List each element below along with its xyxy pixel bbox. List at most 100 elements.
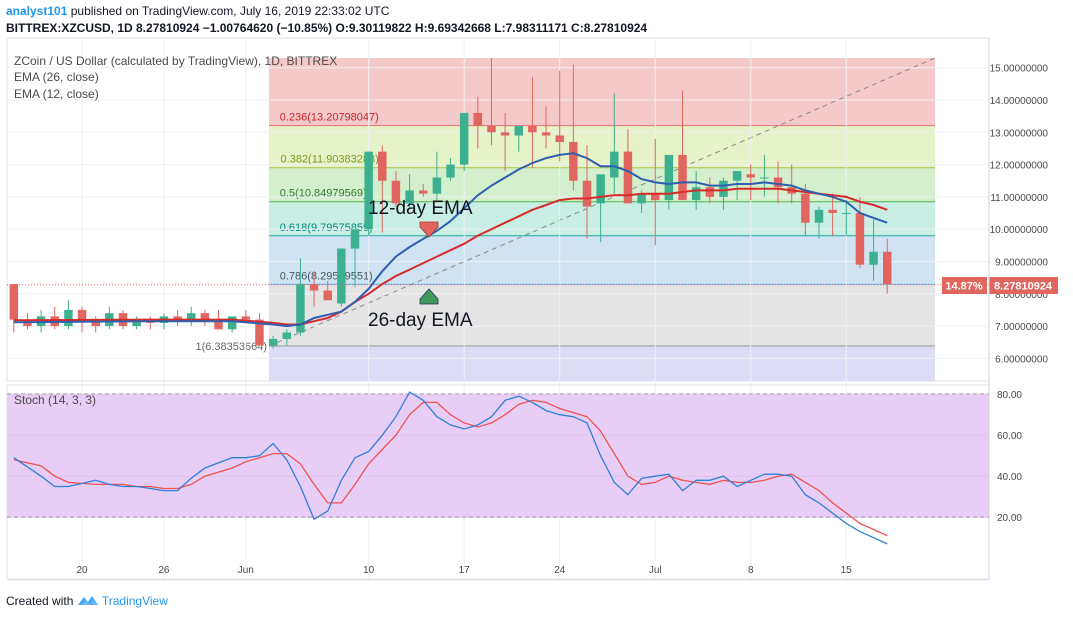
time-tick: 26	[158, 565, 170, 576]
candle-body	[432, 177, 442, 194]
price-tick: 7.00000000	[995, 322, 1048, 333]
price-tick: 11.00000000	[990, 193, 1048, 204]
arrow-down-icon	[419, 221, 439, 238]
annotation-ema12: 12-day EMA	[368, 198, 473, 219]
candle-body	[555, 135, 564, 142]
time-tick: 10	[363, 565, 375, 576]
candle-body	[173, 316, 182, 320]
price-axis[interactable]: 6.00000000 7.00000000 8.00000000 9.00000000…	[990, 64, 1049, 366]
candle-body	[378, 151, 387, 181]
author-link[interactable]: analyst101	[6, 4, 68, 18]
time-tick: Jul	[649, 565, 662, 576]
annotation-ema26: 26-day EMA	[368, 310, 473, 331]
fib-zone	[269, 201, 935, 236]
price-tick: 8.00000000	[995, 290, 1048, 301]
last-price-badge	[989, 277, 1058, 294]
price-tick: 10.00000000	[990, 225, 1049, 236]
fib-level-label: 0.618(9.79575855)	[280, 222, 373, 234]
candle-body	[268, 339, 278, 346]
change-badge-text: 14.87%	[945, 281, 983, 293]
time-tick: 20	[76, 565, 88, 576]
legend-ema26: EMA (26, close)	[14, 70, 99, 84]
candle-body	[801, 193, 810, 223]
candle-body	[773, 177, 783, 188]
ema12-line	[13, 152, 888, 328]
candle-body	[719, 180, 728, 197]
candle-body	[596, 174, 605, 204]
price-tick: 6.00000000	[995, 354, 1048, 365]
candle-body	[541, 132, 551, 136]
candle-body	[282, 332, 291, 340]
candles	[9, 58, 892, 349]
change-badge	[942, 277, 987, 294]
candle-body	[705, 187, 715, 197]
stoch-tick: 20.00	[997, 513, 1022, 524]
candle-body	[883, 251, 892, 285]
candle-body	[241, 316, 251, 320]
footer-created: Created with	[6, 594, 74, 608]
candle-body	[64, 309, 73, 327]
price-tick: 15.00000000	[990, 64, 1049, 75]
candle-body	[732, 171, 742, 181]
candle-body	[255, 319, 264, 346]
candle-body	[227, 316, 237, 330]
candle-body	[814, 209, 824, 223]
candle-body	[528, 125, 537, 133]
time-tick: 24	[554, 565, 566, 576]
candle-body	[91, 319, 100, 327]
stoch-band	[7, 394, 989, 518]
publish-header: analyst101 published on TradingView.com,…	[6, 4, 389, 18]
candle-body	[77, 309, 87, 320]
candle-body	[651, 193, 660, 201]
candle-body	[309, 284, 319, 291]
time-tick: Jun	[238, 565, 254, 576]
price-tick: 12.00000000	[990, 161, 1049, 172]
candle-body	[9, 284, 19, 320]
fib-zone	[269, 235, 935, 285]
candle-body	[132, 319, 141, 327]
candle-body	[691, 187, 701, 201]
candle-body	[214, 319, 223, 330]
candle-body	[746, 174, 755, 178]
footer: Created with TradingView	[6, 593, 168, 608]
fib-zone	[269, 345, 935, 381]
fib-level-label: 0.5(10.84979569)	[280, 188, 367, 200]
candle-body	[459, 112, 469, 165]
time-tick: 17	[459, 565, 471, 576]
candle-body	[623, 151, 633, 204]
candle-body	[855, 213, 865, 265]
candle-body	[296, 284, 305, 333]
stoch-axis[interactable]: 20.00 40.00 60.00 80.00	[997, 390, 1022, 524]
candle-body	[350, 229, 360, 249]
candle-body	[828, 209, 837, 214]
publish-info: published on TradingView.com, July 16, 2…	[70, 4, 390, 18]
legend-stoch: Stoch (14, 3, 3)	[14, 393, 96, 407]
fib-zone	[269, 58, 935, 126]
candle-body	[842, 213, 851, 215]
legend-ema12: EMA (12, close)	[14, 87, 99, 101]
candle-body	[637, 193, 646, 204]
candle-body	[514, 125, 523, 136]
candle-body	[610, 151, 619, 178]
candle-body	[323, 290, 332, 301]
candle-body	[869, 251, 878, 265]
fib-retracement[interactable]: 0.236(13.20798047) 0.382(11.90383283) 0.5(…	[195, 57, 936, 381]
time-axis[interactable]: 20 26 Jun 10 17 24 Jul 8 15	[76, 565, 852, 576]
stoch-grid	[7, 393, 989, 518]
chart-title: ZCoin / US Dollar (calculated by Trading…	[14, 54, 337, 68]
candle-body	[473, 112, 483, 126]
candle-body	[582, 180, 592, 207]
stoch-tick: 40.00	[997, 472, 1022, 483]
price-tick: 13.00000000	[990, 128, 1049, 139]
price-tick: 9.00000000	[995, 257, 1048, 268]
tradingview-logo-icon	[77, 596, 98, 605]
candle-body	[678, 154, 687, 201]
fib-level-label: 1(6.38353664)	[195, 341, 267, 353]
last-price-text: 8.27810924	[994, 281, 1053, 293]
candle-body	[446, 164, 455, 178]
arrow-up-icon	[419, 288, 439, 305]
footer-brand[interactable]: TradingView	[101, 594, 168, 608]
candle-body	[405, 190, 414, 204]
stoch-tick: 60.00	[997, 431, 1022, 442]
